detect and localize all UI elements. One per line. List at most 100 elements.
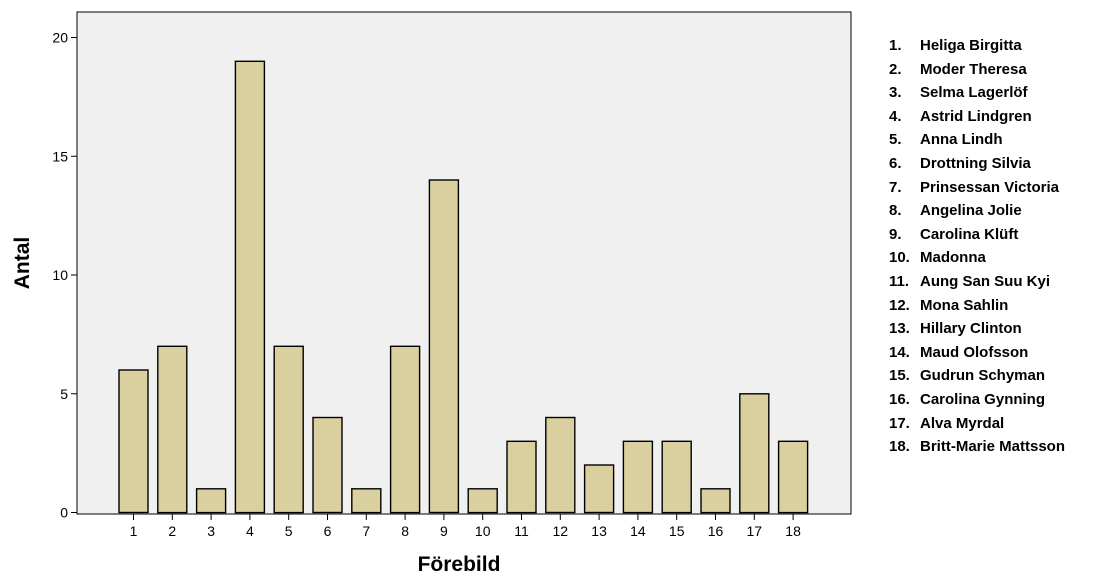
legend-item-label: Maud Olofsson [920, 343, 1029, 361]
x-tick-label: 6 [324, 523, 332, 539]
legend-item-label: Madonna [920, 249, 986, 267]
legend-item: 14. Maud Olofsson [889, 341, 1065, 365]
legend-item-label: Selma Lagerlöf [920, 84, 1028, 102]
legend-item: 10. Madonna [889, 246, 1065, 270]
legend-item-label: Prinsessan Victoria [920, 178, 1059, 196]
legend-item-number: 10. [889, 249, 910, 267]
x-tick-label: 16 [708, 523, 724, 539]
legend-item: 18. Britt-Marie Mattsson [889, 435, 1065, 459]
legend-item-label: Mona Sahlin [920, 296, 1009, 314]
bars-group [118, 60, 809, 514]
legend-item: 17. Alva Myrdal [889, 412, 1065, 436]
bar-2 [157, 345, 188, 514]
y-tick-label: 5 [60, 386, 68, 402]
legend-item-number: 11. [889, 272, 910, 290]
legend-item-number: 5. [889, 131, 902, 149]
legend-item: 5. Anna Lindh [889, 128, 1065, 152]
legend-item-label: Gudrun Schyman [920, 367, 1046, 385]
bar-1 [118, 369, 149, 514]
x-axis: 1 2 3 4 5 6 7 8 9 10 11 12 13 14 15 16 17 18 [130, 514, 801, 539]
legend-item-number: 8. [889, 202, 902, 220]
bar-16 [700, 488, 731, 514]
x-tick-label: 4 [246, 523, 254, 539]
x-tick-label: 12 [553, 523, 569, 539]
bar-17 [739, 393, 770, 514]
x-tick-label: 8 [401, 523, 409, 539]
legend-item-label: Britt-Marie Mattsson [920, 438, 1066, 456]
legend-item: 3. Selma Lagerlöf [889, 81, 1065, 105]
bar-5 [273, 345, 304, 514]
bar-15 [661, 440, 692, 514]
x-tick-label: 11 [514, 523, 529, 539]
legend-item-number: 1. [889, 37, 902, 54]
x-tick-label: 15 [669, 523, 685, 539]
bar-13 [583, 464, 615, 514]
y-tick-label: 20 [52, 30, 68, 46]
y-tick-label: 15 [52, 148, 68, 164]
bar-12 [545, 416, 576, 514]
legend-item-label: Angelina Jolie [920, 202, 1022, 220]
x-tick-label: 2 [168, 523, 176, 539]
bar-18 [777, 440, 809, 514]
legend-item-label: Drottning Silvia [920, 154, 1031, 172]
plot-area [76, 11, 852, 515]
legend-item: 13. Hillary Clinton [889, 317, 1065, 341]
x-tick-label: 18 [785, 523, 801, 539]
x-tick-label: 17 [747, 523, 763, 539]
legend-item: 12. Mona Sahlin [889, 294, 1065, 318]
legend-item-label: Carolina Gynning [920, 390, 1046, 408]
bar-14 [622, 440, 654, 514]
y-tick-label: 10 [52, 267, 68, 283]
legend-item: 15. Gudrun Schyman [889, 364, 1065, 388]
legend-item: 11. Aung San Suu Kyi [889, 270, 1065, 294]
legend-item: 7. Prinsessan Victoria [889, 176, 1065, 200]
y-tick-label: 0 [60, 505, 68, 521]
legend-item-label: Carolina Klüft [920, 225, 1019, 243]
y-axis-title: Antal [11, 237, 34, 290]
legend-item: 6. Drottning Silvia [889, 152, 1065, 176]
legend-item-label: Alva Myrdal [920, 414, 1005, 432]
legend-item-number: 16. [889, 390, 910, 408]
x-tick-label: 1 [130, 523, 138, 539]
legend-item: 8. Angelina Jolie [889, 199, 1065, 223]
legend-item: 1. Heliga Birgitta [889, 34, 1065, 58]
legend-item-number: 4. [889, 107, 902, 125]
legend-item-number: 15. [889, 367, 910, 385]
legend-item-number: 3. [889, 84, 902, 102]
y-axis: 0 5 10 15 20 [52, 30, 77, 521]
x-tick-label: 7 [362, 523, 370, 539]
bar-11 [506, 440, 537, 514]
bar-6 [312, 416, 343, 514]
x-tick-label: 14 [630, 523, 646, 539]
x-tick-label: 13 [591, 523, 607, 539]
bar-7 [351, 488, 382, 514]
x-axis-title: Förebild [418, 553, 501, 576]
legend-item-label: Astrid Lindgren [920, 107, 1032, 125]
x-tick-label: 3 [207, 523, 215, 539]
legend: 1. Heliga Birgitta 2. Moder Theresa 3. Selma … [889, 34, 1065, 459]
bar-9 [428, 179, 460, 514]
x-tick-label: 5 [285, 523, 293, 539]
legend-item-label: Moder Theresa [920, 60, 1027, 78]
legend-item-number: 2. [889, 60, 902, 78]
legend-item: 16. Carolina Gynning [889, 388, 1065, 412]
legend-item-label: Heliga Birgitta [920, 37, 1022, 54]
legend-item-number: 14. [889, 343, 910, 361]
legend-item-number: 12. [889, 296, 910, 314]
x-tick-label: 10 [475, 523, 491, 539]
legend-item: 9. Carolina Klüft [889, 223, 1065, 247]
bar-8 [389, 345, 421, 514]
legend-item-number: 6. [889, 154, 902, 172]
legend-item-number: 13. [889, 320, 910, 338]
bar-3 [195, 488, 227, 514]
legend-item-number: 18. [889, 438, 910, 456]
legend-item-number: 17. [889, 414, 910, 432]
legend-item-label: Aung San Suu Kyi [920, 272, 1051, 290]
legend-item-number: 7. [889, 178, 902, 196]
legend-item-number: 9. [889, 225, 902, 243]
legend-item-label: Anna Lindh [920, 131, 1003, 149]
legend-item: 2. Moder Theresa [889, 58, 1065, 82]
legend-item-label: Hillary Clinton [920, 320, 1022, 338]
bar-4 [234, 60, 266, 514]
